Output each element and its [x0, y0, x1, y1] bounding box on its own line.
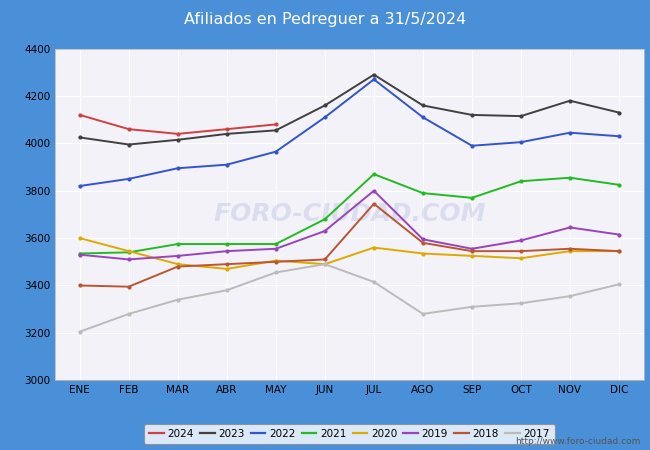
Text: FORO-CIUDAD.COM: FORO-CIUDAD.COM [213, 202, 486, 226]
Legend: 2024, 2023, 2022, 2021, 2020, 2019, 2018, 2017: 2024, 2023, 2022, 2021, 2020, 2019, 2018… [144, 423, 555, 444]
Text: http://www.foro-ciudad.com: http://www.foro-ciudad.com [515, 436, 640, 446]
Text: Afiliados en Pedreguer a 31/5/2024: Afiliados en Pedreguer a 31/5/2024 [184, 12, 466, 27]
